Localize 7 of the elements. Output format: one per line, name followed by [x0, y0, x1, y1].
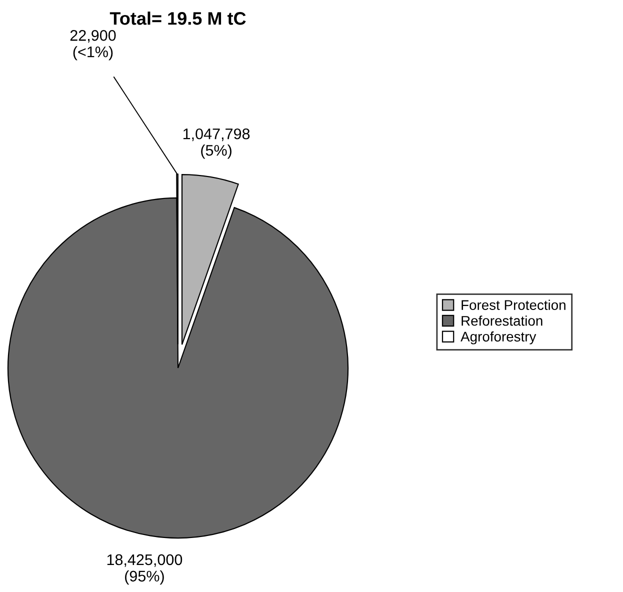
- data-label: 18,425,000 (95%): [107, 554, 182, 585]
- data-label: 1,047,798 (5%): [183, 128, 250, 159]
- legend-label: Agroforestry: [460, 331, 536, 344]
- data-label: 22,900 (<1%): [70, 30, 116, 60]
- chart-title: Total= 19.5 M tC: [110, 12, 246, 25]
- legend-label: Reforestation: [462, 316, 542, 326]
- legend-label: Forest Protection: [462, 300, 566, 310]
